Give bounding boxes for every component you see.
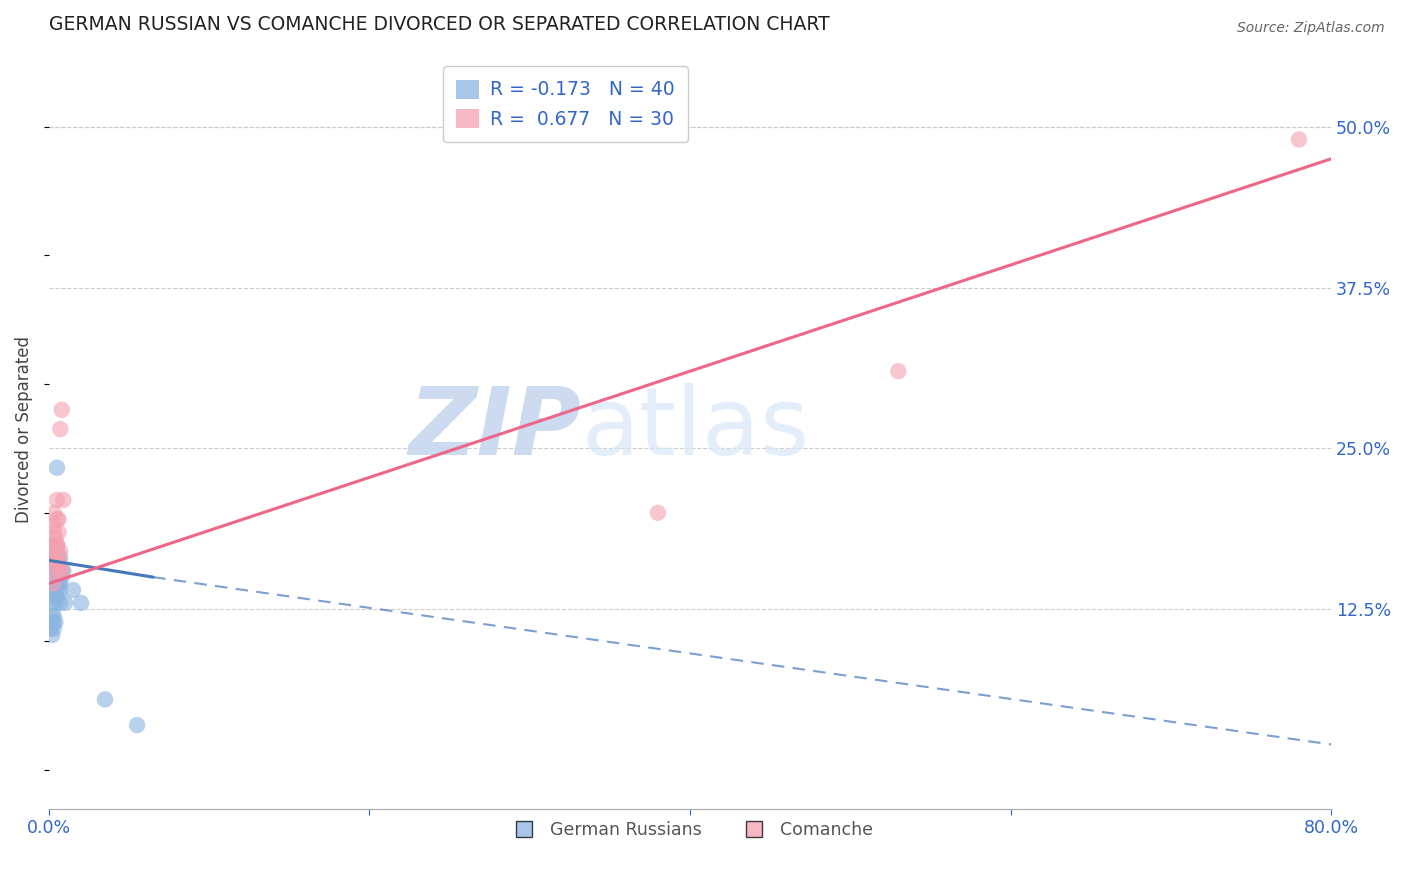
Point	[41, 550, 63, 565]
Point	[49, 550, 72, 565]
Text: ZIP: ZIP	[408, 384, 581, 475]
Text: GERMAN RUSSIAN VS COMANCHE DIVORCED OR SEPARATED CORRELATION CHART: GERMAN RUSSIAN VS COMANCHE DIVORCED OR S…	[49, 15, 830, 34]
Point	[46, 590, 69, 604]
Point	[46, 582, 69, 597]
Point	[44, 558, 66, 572]
Point	[1288, 132, 1310, 146]
Point	[44, 564, 66, 578]
Point	[42, 550, 65, 565]
Point	[49, 422, 72, 436]
Y-axis label: Divorced or Separated: Divorced or Separated	[15, 335, 32, 523]
Point	[49, 564, 72, 578]
Point	[46, 538, 69, 552]
Point	[52, 492, 75, 507]
Point	[42, 550, 65, 565]
Point	[41, 564, 63, 578]
Point	[42, 518, 65, 533]
Point	[48, 525, 70, 540]
Point	[51, 564, 73, 578]
Point	[53, 596, 76, 610]
Point	[887, 364, 910, 378]
Point	[44, 564, 66, 578]
Point	[42, 506, 65, 520]
Point	[41, 608, 63, 623]
Point	[46, 538, 69, 552]
Point	[46, 512, 69, 526]
Point	[49, 596, 72, 610]
Point	[70, 596, 93, 610]
Point	[39, 622, 62, 636]
Point	[52, 564, 75, 578]
Point	[94, 692, 117, 706]
Point	[48, 558, 70, 572]
Point	[44, 532, 66, 546]
Legend: German Russians, Comanche: German Russians, Comanche	[501, 814, 880, 846]
Point	[42, 538, 65, 552]
Point	[46, 538, 69, 552]
Point	[48, 570, 70, 584]
Point	[46, 460, 69, 475]
Point	[41, 596, 63, 610]
Text: atlas: atlas	[581, 384, 810, 475]
Point	[49, 544, 72, 558]
Point	[49, 582, 72, 597]
Point	[62, 582, 84, 597]
Point	[51, 564, 73, 578]
Point	[48, 512, 70, 526]
Point	[44, 576, 66, 591]
Point	[44, 550, 66, 565]
Point	[44, 615, 66, 630]
Point	[44, 538, 66, 552]
Point	[48, 558, 70, 572]
Point	[48, 550, 70, 565]
Point	[647, 506, 669, 520]
Point	[48, 564, 70, 578]
Point	[127, 718, 149, 732]
Text: Source: ZipAtlas.com: Source: ZipAtlas.com	[1237, 21, 1385, 35]
Point	[46, 492, 69, 507]
Point	[48, 576, 70, 591]
Point	[46, 544, 69, 558]
Point	[42, 608, 65, 623]
Point	[46, 576, 69, 591]
Point	[48, 558, 70, 572]
Point	[42, 525, 65, 540]
Point	[51, 402, 73, 417]
Point	[49, 576, 72, 591]
Point	[51, 570, 73, 584]
Point	[42, 582, 65, 597]
Point	[44, 596, 66, 610]
Point	[46, 558, 69, 572]
Point	[42, 576, 65, 591]
Point	[41, 544, 63, 558]
Point	[42, 622, 65, 636]
Point	[42, 615, 65, 630]
Point	[44, 550, 66, 565]
Point	[41, 628, 63, 642]
Point	[44, 590, 66, 604]
